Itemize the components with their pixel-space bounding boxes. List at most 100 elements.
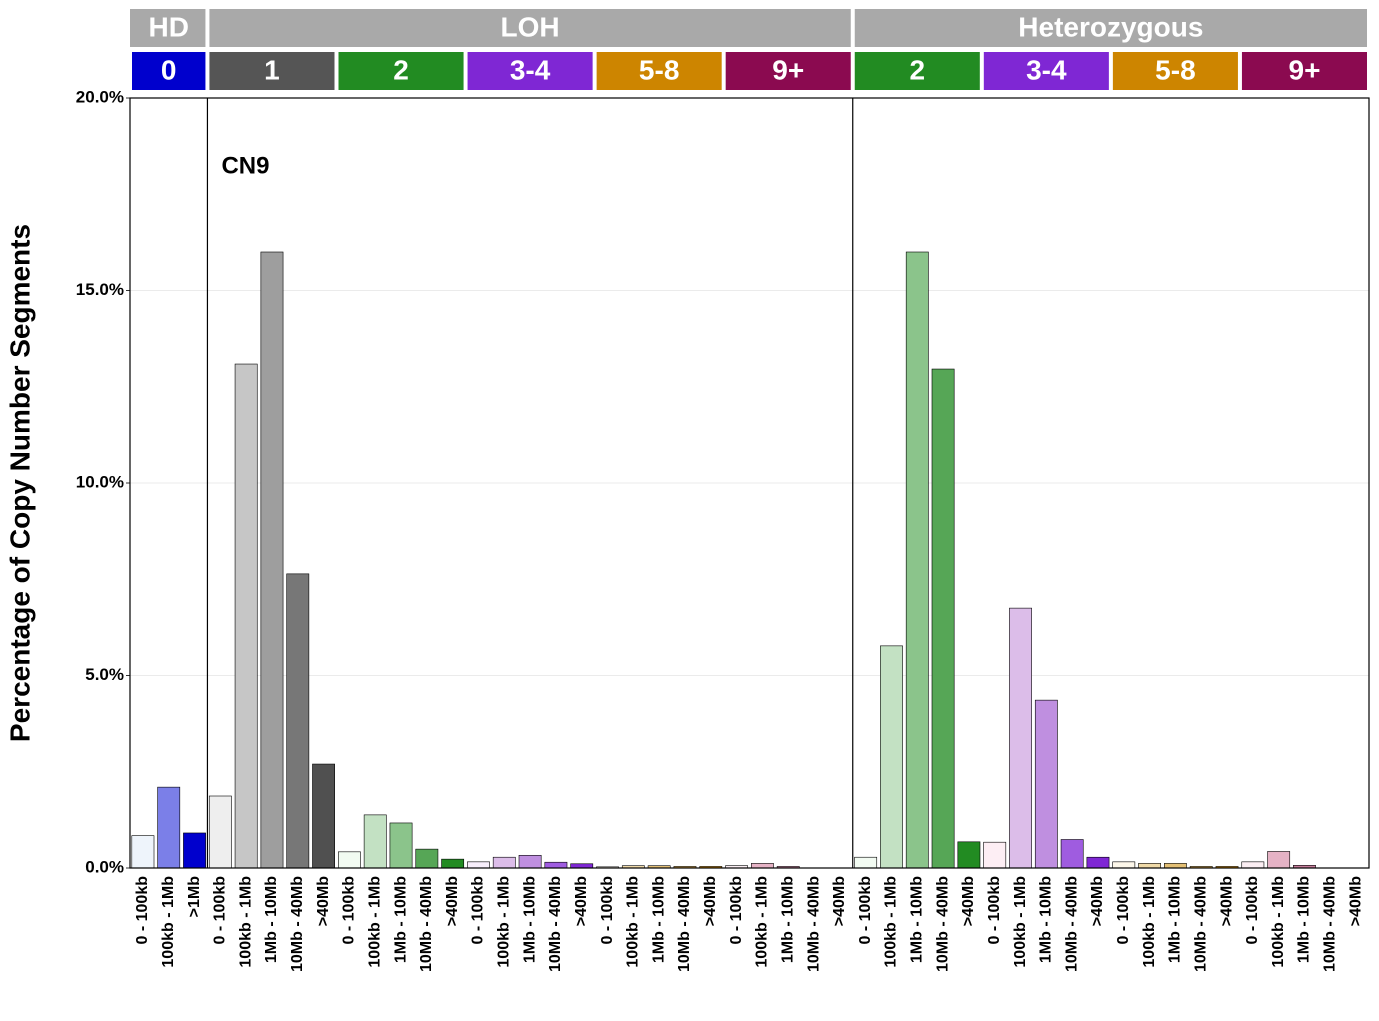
- x-tick-label: >40Mb: [1089, 876, 1106, 926]
- subgroup-header: [1112, 52, 1238, 90]
- y-tick-label: 20.0%: [76, 87, 124, 106]
- bar: [1164, 863, 1187, 869]
- y-tick-label: 15.0%: [76, 280, 124, 299]
- subgroup-header: [596, 52, 722, 90]
- bar: [415, 848, 439, 869]
- x-tick-label: 1Mb - 10Mb: [521, 876, 538, 963]
- x-tick-label: >40Mb: [573, 876, 590, 926]
- x-tick-label: 100kb - 1Mb: [160, 876, 177, 968]
- x-tick-label: 10Mb - 40Mb: [805, 876, 822, 972]
- subgroup-header-label: 2: [393, 54, 409, 85]
- x-tick-label: 100kb - 1Mb: [1141, 876, 1158, 968]
- panel-header: [130, 9, 206, 47]
- bar: [570, 863, 594, 869]
- x-tick-label: >40Mb: [831, 876, 848, 926]
- x-tick-label: 0 - 100kb: [986, 876, 1003, 945]
- x-tick-label: 1Mb - 10Mb: [392, 876, 409, 963]
- x-tick-label: 10Mb - 40Mb: [1192, 876, 1209, 972]
- x-tick-label: 0 - 100kb: [599, 876, 616, 945]
- x-tick-label: 0 - 100kb: [728, 876, 745, 945]
- bar: [234, 363, 258, 869]
- x-tick-label: 100kb - 1Mb: [496, 876, 513, 968]
- bar: [880, 645, 903, 869]
- x-tick-label: 1Mb - 10Mb: [909, 876, 926, 963]
- bar: [1267, 851, 1291, 869]
- y-tick-label: 0.0%: [85, 857, 124, 876]
- subgroup-header: [467, 52, 593, 90]
- x-tick-label: 10Mb - 40Mb: [676, 876, 693, 972]
- bar: [1009, 607, 1032, 869]
- subgroup-header-label: 9+: [772, 54, 804, 85]
- x-tick-label: 1Mb - 10Mb: [1038, 876, 1055, 963]
- panel-header: [854, 9, 1367, 47]
- subgroup-header: [1241, 52, 1367, 90]
- x-tick-label: 0 - 100kb: [1244, 876, 1261, 945]
- x-tick-label: 1Mb - 10Mb: [779, 876, 796, 963]
- subgroup-header: [338, 52, 464, 90]
- panel-header-label: HD: [148, 11, 188, 42]
- x-tick-label: 10Mb - 40Mb: [418, 876, 435, 972]
- x-tick-label: 0 - 100kb: [1115, 876, 1132, 945]
- subgroup-header: [725, 52, 851, 90]
- x-tick-label: 100kb - 1Mb: [1270, 876, 1287, 968]
- x-tick-label: 0 - 100kb: [857, 876, 874, 945]
- bar: [286, 573, 310, 869]
- subgroup-header: [983, 52, 1109, 90]
- x-tick-label: 0 - 100kb: [470, 876, 487, 945]
- bar: [1112, 861, 1136, 869]
- bar: [983, 841, 1007, 869]
- x-tick-label: >40Mb: [960, 876, 977, 926]
- subgroup-header-label: 0: [161, 54, 177, 85]
- subgroup-header-label: 1: [264, 54, 280, 85]
- x-tick-label: 10Mb - 40Mb: [289, 876, 306, 972]
- y-axis-title: Percentage of Copy Number Segments: [4, 224, 35, 742]
- y-tick-label: 10.0%: [76, 472, 124, 491]
- subgroup-header-label: 9+: [1289, 54, 1321, 85]
- subgroup-header-label: 5-8: [639, 54, 679, 85]
- subgroup-header-label: 5-8: [1155, 54, 1195, 85]
- x-tick-label: 1Mb - 10Mb: [263, 876, 280, 963]
- bar: [1034, 699, 1058, 869]
- panel-header: [209, 9, 851, 47]
- bar: [751, 863, 774, 869]
- x-tick-label: 100kb - 1Mb: [1012, 876, 1029, 968]
- x-tick-label: >40Mb: [1218, 876, 1235, 926]
- x-tick-label: 10Mb - 40Mb: [934, 876, 951, 972]
- bar: [1138, 863, 1161, 869]
- x-tick-label: 100kb - 1Mb: [754, 876, 771, 968]
- bar: [544, 861, 568, 869]
- bar: [312, 763, 335, 869]
- bar: [131, 835, 155, 869]
- bar: [467, 861, 490, 869]
- x-tick-label: 10Mb - 40Mb: [1322, 876, 1339, 972]
- x-tick-label: 1Mb - 10Mb: [1296, 876, 1313, 963]
- plot-border: [129, 97, 1370, 869]
- bar: [441, 858, 465, 869]
- x-tick-label: 1Mb - 10Mb: [1167, 876, 1184, 963]
- panel-header-label: Heterozygous: [1018, 11, 1203, 42]
- x-tick-label: 10Mb - 40Mb: [547, 876, 564, 972]
- bar: [260, 251, 284, 869]
- subgroup-header-label: 2: [909, 54, 925, 85]
- x-tick-label: 10Mb - 40Mb: [1063, 876, 1080, 972]
- x-tick-label: >40Mb: [1347, 876, 1364, 926]
- panel-header-label: LOH: [501, 11, 560, 42]
- bar: [492, 856, 516, 869]
- bar: [957, 841, 981, 869]
- bar: [518, 854, 542, 869]
- subgroup-header-label: 3-4: [510, 54, 551, 85]
- bar: [338, 851, 361, 869]
- bar: [389, 822, 413, 869]
- subgroup-header: [132, 52, 206, 90]
- bar: [1241, 861, 1265, 869]
- x-tick-label: 100kb - 1Mb: [237, 876, 254, 968]
- x-tick-label: >40Mb: [444, 876, 461, 926]
- bar: [1086, 856, 1110, 869]
- subgroup-header: [209, 52, 335, 90]
- x-tick-label: 0 - 100kb: [212, 876, 229, 945]
- x-tick-label: 0 - 100kb: [341, 876, 358, 945]
- x-tick-label: 100kb - 1Mb: [883, 876, 900, 968]
- bar: [183, 832, 206, 869]
